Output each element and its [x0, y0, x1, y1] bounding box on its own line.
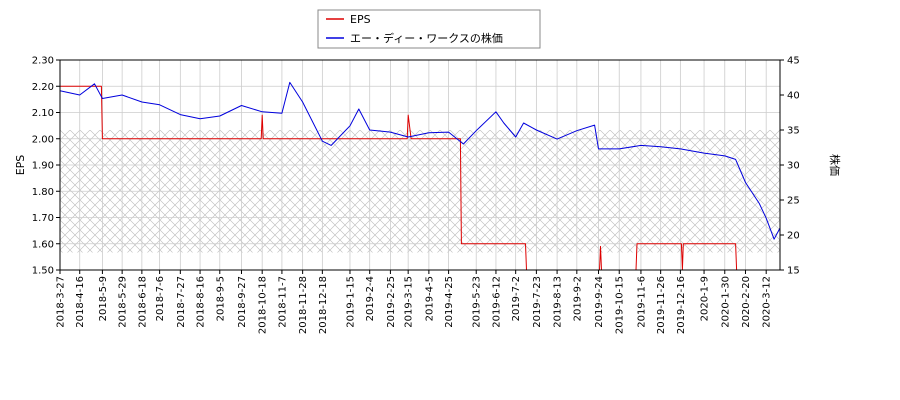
x-tick-label: 2018-9-27 — [237, 276, 248, 328]
legend-label-eps: EPS — [350, 13, 371, 26]
left-axis-title: EPS — [14, 155, 27, 176]
legend-box — [317, 9, 541, 49]
x-tick-label: 2019-4-5 — [424, 276, 435, 321]
x-tick-label: 2020-2-20 — [741, 276, 752, 328]
x-tick-label: 2019-11-6 — [636, 276, 647, 328]
x-tick-label: 2019-12-16 — [676, 276, 687, 334]
x-tick-label: 2019-10-15 — [615, 276, 626, 334]
left-tick-label: 2.30 — [32, 56, 54, 67]
x-tick-label: 2019-1-15 — [345, 276, 356, 328]
left-tick-label: 1.80 — [32, 187, 54, 198]
x-tick-label: 2019-6-12 — [491, 276, 502, 328]
left-tick-label: 1.50 — [32, 266, 54, 277]
legend: EPS エー・ディー・ワークスの株価 — [317, 9, 541, 49]
right-tick-label: 15 — [787, 266, 800, 277]
right-tick-label: 30 — [787, 161, 800, 172]
x-tick-label: 2019-9-24 — [594, 276, 605, 328]
x-tick-label: 2019-2-25 — [386, 276, 397, 328]
x-tick-label: 2018-3-27 — [56, 276, 67, 328]
x-tick-label: 2019-5-23 — [472, 276, 483, 328]
x-axis: 2018-3-27 2018-4-16 2018-5-9 2018-5-29 2018-… — [56, 270, 773, 334]
x-tick-label: 2019-4-25 — [444, 276, 455, 328]
x-tick-label: 2019-9-2 — [572, 276, 583, 321]
x-tick-label: 2020-3-12 — [762, 276, 773, 328]
x-tick-label: 2018-9-5 — [215, 276, 226, 321]
x-tick-label: 2019-8-13 — [553, 276, 564, 328]
legend-label-stock: エー・ディー・ワークスの株価 — [350, 31, 503, 45]
x-tick-label: 2018-7-27 — [176, 276, 187, 328]
series-line-eps — [60, 85, 780, 271]
x-tick-label: 2020-1-9 — [700, 276, 711, 321]
x-tick-label: 2018-8-16 — [196, 276, 207, 328]
left-tick-label: 2.00 — [32, 134, 54, 145]
x-tick-label: 2018-11-7 — [277, 276, 288, 328]
left-tick-label: 1.70 — [32, 213, 54, 224]
x-tick-label: 2019-3-15 — [404, 276, 415, 328]
left-tick-label: 2.20 — [32, 82, 54, 93]
right-tick-label: 35 — [787, 126, 800, 137]
x-tick-label: 2019-7-2 — [511, 276, 522, 321]
x-tick-label: 2019-7-23 — [532, 276, 543, 328]
right-tick-label: 45 — [787, 56, 800, 67]
x-tick-label: 2018-5-9 — [98, 276, 109, 321]
x-tick-label: 2019-2-4 — [365, 276, 376, 321]
right-tick-label: 40 — [787, 91, 800, 102]
x-tick-label: 2020-1-30 — [720, 276, 731, 328]
left-tick-label: 2.10 — [32, 108, 54, 119]
x-tick-label: 2018-4-16 — [75, 276, 86, 328]
x-tick-label: 2018-6-18 — [137, 276, 148, 328]
left-tick-label: 1.60 — [32, 239, 54, 250]
x-tick-label: 2018-11-28 — [298, 276, 309, 334]
right-tick-label: 25 — [787, 196, 800, 207]
left-axis: 1.50 1.60 1.70 1.80 1.90 2.00 2.10 2.20 2.30 — [32, 56, 60, 277]
right-axis: 15 20 25 30 35 40 45 — [780, 56, 800, 277]
x-tick-label: 2019-11-26 — [656, 276, 667, 334]
x-tick-label: 2018-7-6 — [155, 276, 166, 321]
series-layer — [59, 81, 781, 271]
x-tick-label: 2018-12-18 — [318, 276, 329, 334]
left-tick-label: 1.90 — [32, 161, 54, 172]
right-axis-title: 株価 — [828, 154, 842, 176]
right-tick-label: 20 — [787, 231, 800, 242]
x-tick-label: 2018-5-29 — [118, 276, 129, 328]
series-line-stock-price — [59, 81, 781, 240]
x-tick-label: 2018-10-18 — [258, 276, 269, 334]
